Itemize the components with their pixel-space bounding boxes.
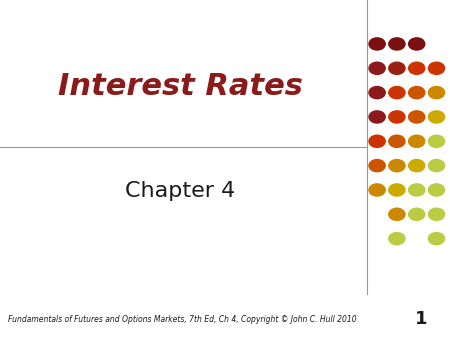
Circle shape: [389, 111, 405, 123]
Text: Fundamentals of Futures and Options Markets, 7th Ed, Ch 4, Copyright © John C. H: Fundamentals of Futures and Options Mark…: [8, 315, 357, 324]
Circle shape: [428, 160, 445, 172]
Text: Chapter 4: Chapter 4: [125, 181, 235, 201]
Circle shape: [428, 111, 445, 123]
Circle shape: [409, 208, 425, 220]
Circle shape: [389, 135, 405, 147]
Circle shape: [409, 160, 425, 172]
Circle shape: [369, 111, 385, 123]
Circle shape: [409, 62, 425, 74]
Circle shape: [428, 87, 445, 99]
Circle shape: [389, 233, 405, 245]
Text: 1: 1: [414, 310, 427, 329]
Circle shape: [389, 208, 405, 220]
Circle shape: [428, 62, 445, 74]
Circle shape: [389, 38, 405, 50]
Circle shape: [428, 208, 445, 220]
Circle shape: [409, 135, 425, 147]
Circle shape: [369, 160, 385, 172]
Circle shape: [409, 87, 425, 99]
Circle shape: [389, 87, 405, 99]
Circle shape: [409, 38, 425, 50]
Circle shape: [369, 38, 385, 50]
Circle shape: [428, 135, 445, 147]
Circle shape: [389, 160, 405, 172]
Circle shape: [369, 135, 385, 147]
Circle shape: [428, 233, 445, 245]
Circle shape: [428, 184, 445, 196]
Circle shape: [409, 111, 425, 123]
Circle shape: [369, 87, 385, 99]
Circle shape: [389, 62, 405, 74]
Text: Interest Rates: Interest Rates: [58, 72, 302, 101]
Circle shape: [389, 184, 405, 196]
Circle shape: [369, 184, 385, 196]
Circle shape: [409, 184, 425, 196]
Circle shape: [369, 62, 385, 74]
